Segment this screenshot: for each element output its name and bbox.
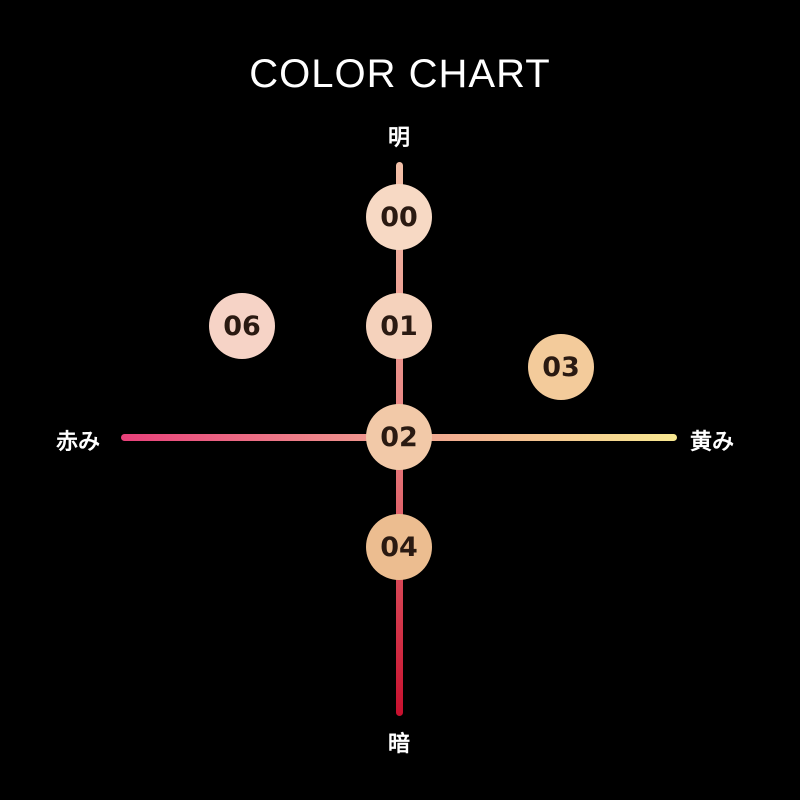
shade-02: 02 [366,404,432,470]
chart-title: COLOR CHART [249,52,551,96]
shade-label: 00 [380,201,418,233]
shade-label: 06 [223,310,261,342]
axis-label-left: 赤み [56,430,101,455]
shade-03: 03 [528,334,594,400]
shade-label: 01 [380,310,418,342]
axis-label-bottom: 暗 [388,732,411,757]
shade-label: 04 [380,531,418,563]
shade-04: 04 [366,514,432,580]
axis-label-top: 明 [388,126,411,151]
axis-label-right: 黄み [690,430,735,455]
shade-label: 03 [542,351,580,383]
shade-01: 01 [366,293,432,359]
shade-06: 06 [209,293,275,359]
shade-label: 02 [380,421,418,453]
shade-00: 00 [366,184,432,250]
